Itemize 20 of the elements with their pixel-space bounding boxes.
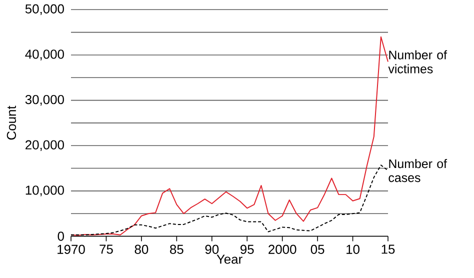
x-tick-label: 1970 xyxy=(58,244,85,254)
x-tick-label: 80 xyxy=(134,244,148,254)
y-tick-label: 0 xyxy=(58,232,64,241)
y-tick-label: 50,000 xyxy=(25,4,64,16)
series-label: Number of cases xyxy=(388,159,448,182)
series-label: Number of victimes xyxy=(388,50,448,74)
x-tick-label: 75 xyxy=(100,244,113,254)
x-tick-label: 95 xyxy=(240,244,254,254)
x-tick-label: 15 xyxy=(382,244,395,254)
y-axis-title: Count xyxy=(6,106,16,140)
y-tick-label: 30,000 xyxy=(25,94,64,106)
y-tick-label: 40,000 xyxy=(25,50,64,60)
x-tick-label: 2000 xyxy=(268,244,296,254)
y-tick-label: 10,000 xyxy=(26,186,64,196)
y-tick-label: 20,000 xyxy=(26,140,64,151)
x-tick-label: 90 xyxy=(205,244,219,254)
x-axis-title: Year xyxy=(216,254,242,264)
x-tick-label: 85 xyxy=(170,244,184,254)
x-tick-label: 05 xyxy=(310,244,324,254)
x-tick-label: 10 xyxy=(346,244,360,254)
